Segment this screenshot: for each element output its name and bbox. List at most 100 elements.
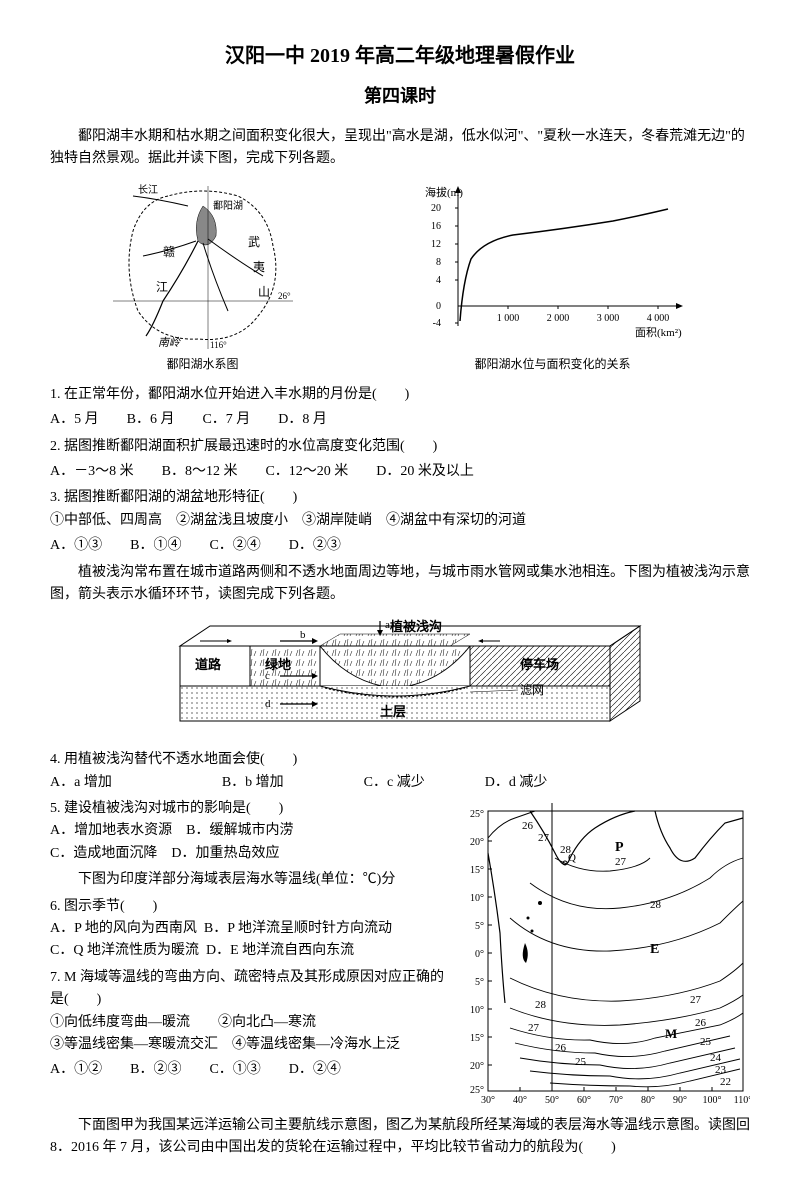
svg-text:25: 25 bbox=[575, 1056, 587, 1068]
question-1: 1. 在正常年份，鄱阳湖水位开始进入丰水期的月份是( ) A．5 月 B．6 月… bbox=[50, 384, 750, 432]
question-3-options: A．①③ B．①④ C．②④ D．②③ bbox=[50, 535, 750, 557]
intro-paragraph-4: 下面图甲为我国某远洋运输公司主要航线示意图，图乙为某航段所经某海域的表层海水等温… bbox=[50, 1115, 750, 1160]
svg-text:116°: 116° bbox=[210, 340, 227, 350]
question-5-opt-d: D．加重热岛效应 bbox=[171, 846, 279, 861]
svg-text:b: b bbox=[300, 629, 306, 641]
svg-text:20°: 20° bbox=[470, 837, 484, 848]
svg-text:40°: 40° bbox=[513, 1095, 527, 1103]
figure-1-caption-right: 鄱阳湖水位与面积变化的关系 bbox=[413, 355, 693, 374]
svg-text:23: 23 bbox=[715, 1064, 727, 1076]
svg-text:植被浅沟: 植被浅沟 bbox=[389, 619, 442, 634]
question-3-sub: ①中部低、四周高 ②湖盆浅且坡度小 ③湖岸陡峭 ④湖盆中有深切的河道 bbox=[50, 510, 750, 532]
svg-text:南岭: 南岭 bbox=[158, 336, 181, 349]
svg-text:5°: 5° bbox=[475, 977, 484, 988]
intro-paragraph-2: 植被浅沟常布置在城市道路两侧和不透水地面周边等地，与城市雨水管网或集水池相连。下… bbox=[50, 562, 750, 607]
svg-text:赣: 赣 bbox=[163, 245, 175, 259]
svg-text:90°: 90° bbox=[673, 1095, 687, 1103]
page-subtitle: 第四课时 bbox=[50, 82, 750, 111]
svg-text:26: 26 bbox=[695, 1017, 707, 1029]
svg-text:长江: 长江 bbox=[138, 184, 158, 196]
svg-text:绿地: 绿地 bbox=[265, 657, 291, 672]
question-6-opt-b: B．P 地洋流呈顺时针方向流动 bbox=[204, 921, 392, 936]
svg-text:P: P bbox=[615, 840, 624, 855]
svg-text:80°: 80° bbox=[641, 1095, 655, 1103]
svg-text:0: 0 bbox=[436, 301, 441, 312]
question-6-opt-c: C．Q 地洋流性质为暖流 bbox=[50, 943, 199, 958]
question-5-opt-a: A．增加地表水资源 bbox=[50, 823, 172, 838]
svg-text:4 000: 4 000 bbox=[646, 313, 669, 324]
svg-text:16: 16 bbox=[431, 221, 441, 232]
question-4: 4. 用植被浅沟替代不透水地面会使( ) A．a 增加 B．b 增加 C．c 减… bbox=[50, 749, 750, 794]
question-5-opt-c: C．造成地面沉降 bbox=[50, 846, 157, 861]
svg-text:海拔(m): 海拔(m) bbox=[425, 185, 463, 199]
svg-text:道路: 道路 bbox=[195, 657, 222, 672]
svg-text:110°: 110° bbox=[734, 1095, 750, 1103]
question-4-opt-a: A．a 增加 bbox=[50, 772, 112, 794]
question-1-text: 1. 在正常年份，鄱阳湖水位开始进入丰水期的月份是( ) bbox=[50, 384, 750, 406]
question-5-opt-b: B．缓解城市内涝 bbox=[186, 823, 293, 838]
svg-text:26°: 26° bbox=[278, 291, 291, 301]
svg-text:鄱阳湖: 鄱阳湖 bbox=[213, 199, 243, 212]
svg-text:60°: 60° bbox=[577, 1095, 591, 1103]
svg-text:10°: 10° bbox=[470, 893, 484, 904]
question-6-opt-d: D．E 地洋流自西向东流 bbox=[206, 943, 354, 958]
svg-text:26: 26 bbox=[555, 1042, 567, 1054]
svg-text:10°: 10° bbox=[470, 1005, 484, 1016]
question-6-opt-a: A．P 地的风向为西南风 bbox=[50, 921, 197, 936]
svg-text:E: E bbox=[650, 942, 659, 957]
svg-text:3 000: 3 000 bbox=[596, 313, 619, 324]
svg-text:12: 12 bbox=[431, 239, 441, 250]
svg-text:2 000: 2 000 bbox=[546, 313, 569, 324]
svg-text:20°: 20° bbox=[470, 1061, 484, 1072]
svg-text:27: 27 bbox=[615, 856, 627, 868]
svg-text:26: 26 bbox=[522, 820, 534, 832]
elevation-area-chart: 海拔(m) 20 16 12 8 4 0 -4 1 000 2 000 3 00… bbox=[413, 181, 693, 351]
svg-text:夷: 夷 bbox=[253, 259, 265, 274]
svg-text:27: 27 bbox=[528, 1022, 540, 1034]
svg-text:25: 25 bbox=[700, 1036, 712, 1048]
svg-text:100°: 100° bbox=[703, 1095, 722, 1103]
indian-ocean-isotherm-map: 25° 20° 15° 10° 5° 0° 5° 10° 15° 20° 25°… bbox=[460, 803, 750, 1103]
question-2: 2. 据图推断鄱阳湖面积扩展最迅速时的水位高度变化范围( ) A．－3～8 米 … bbox=[50, 436, 750, 484]
svg-text:30°: 30° bbox=[481, 1095, 495, 1103]
figure-1-caption-left: 鄱阳湖水系图 bbox=[108, 355, 298, 374]
intro-paragraph-1: 鄱阳湖丰水期和枯水期之间面积变化很大，呈现出"高水是湖，低水似河"、"夏秋一水连… bbox=[50, 126, 750, 171]
svg-text:0°: 0° bbox=[475, 949, 484, 960]
question-2-text: 2. 据图推断鄱阳湖面积扩展最迅速时的水位高度变化范围( ) bbox=[50, 436, 750, 458]
question-4-opt-c: C．c 减少 bbox=[364, 772, 425, 794]
question-1-options: A．5 月 B．6 月 C．7 月 D．8 月 bbox=[50, 409, 750, 431]
svg-text:50°: 50° bbox=[545, 1095, 559, 1103]
svg-text:-4: -4 bbox=[432, 318, 440, 329]
svg-text:土层: 土层 bbox=[380, 704, 406, 719]
svg-text:22: 22 bbox=[720, 1076, 731, 1088]
svg-text:d: d bbox=[265, 698, 271, 710]
question-4-text: 4. 用植被浅沟替代不透水地面会使( ) bbox=[50, 749, 750, 771]
svg-text:Q: Q bbox=[568, 852, 576, 864]
svg-text:24: 24 bbox=[710, 1052, 722, 1064]
svg-text:25°: 25° bbox=[470, 809, 484, 820]
svg-text:70°: 70° bbox=[609, 1095, 623, 1103]
svg-text:8: 8 bbox=[436, 257, 441, 268]
question-4-opt-d: D．d 减少 bbox=[485, 772, 548, 794]
svg-text:28: 28 bbox=[650, 899, 662, 911]
svg-text:1 000: 1 000 bbox=[496, 313, 519, 324]
question-3-text: 3. 据图推断鄱阳湖的湖盆地形特征( ) bbox=[50, 487, 750, 509]
svg-text:停车场: 停车场 bbox=[520, 657, 559, 672]
vegetation-ditch-diagram: a b c d 道路 绿地 植被浅沟 停车场 滤网 土层 bbox=[150, 616, 650, 741]
question-2-options: A．－3～8 米 B．8～12 米 C．12～20 米 D．20 米及以上 bbox=[50, 461, 750, 483]
question-3: 3. 据图推断鄱阳湖的湖盆地形特征( ) ①中部低、四周高 ②湖盆浅且坡度小 ③… bbox=[50, 487, 750, 557]
svg-text:M: M bbox=[665, 1026, 677, 1041]
svg-text:面积(km²): 面积(km²) bbox=[635, 326, 682, 339]
svg-text:27: 27 bbox=[690, 994, 702, 1006]
svg-text:武: 武 bbox=[248, 235, 260, 249]
svg-text:20: 20 bbox=[431, 203, 441, 214]
svg-text:山: 山 bbox=[258, 285, 270, 299]
svg-text:滤网: 滤网 bbox=[520, 683, 544, 697]
svg-text:15°: 15° bbox=[470, 865, 484, 876]
question-4-opt-b: B．b 增加 bbox=[222, 772, 284, 794]
page-title: 汉阳一中 2019 年高二年级地理暑假作业 bbox=[50, 40, 750, 72]
svg-text:15°: 15° bbox=[470, 1033, 484, 1044]
svg-text:27: 27 bbox=[538, 832, 550, 844]
svg-text:4: 4 bbox=[436, 275, 441, 286]
poyang-map: 长江 鄱阳湖 赣 江 武 夷 山 南岭 26° 116° bbox=[108, 181, 298, 351]
